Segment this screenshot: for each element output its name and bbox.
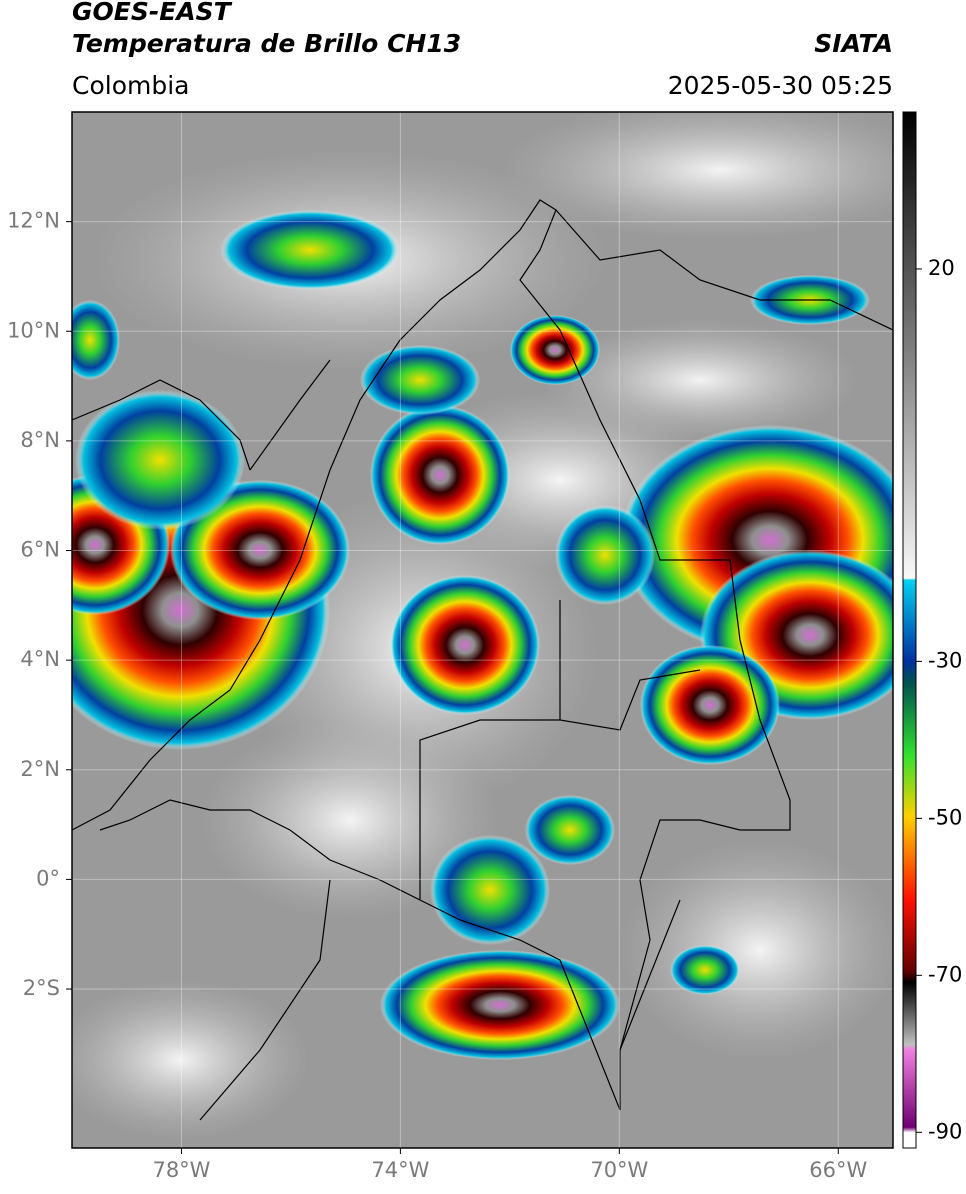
timestamp: 2025-05-30 05:25 xyxy=(668,71,893,100)
colorbar-label: 20 xyxy=(928,256,955,280)
y-tick-label: 10°N xyxy=(7,318,60,342)
y-tick-label: 6°N xyxy=(20,538,60,562)
colorbar-label: -70 xyxy=(928,962,962,986)
x-tick-label: 78°W xyxy=(152,1158,210,1182)
colorbar-label: -50 xyxy=(928,805,962,829)
region: Colombia xyxy=(72,71,189,100)
satellite-image xyxy=(72,112,893,1148)
y-tick-label: 4°N xyxy=(20,647,60,671)
x-tick-label: 70°W xyxy=(590,1158,648,1182)
storms xyxy=(72,210,893,1060)
y-tick-label: 0° xyxy=(36,866,60,890)
y-tick-label: 2°S xyxy=(23,976,60,1000)
x-tick-label: 66°W xyxy=(809,1158,867,1182)
title: GOES-EAST xyxy=(72,0,233,26)
borders xyxy=(72,199,893,1121)
subtitle: Temperatura de Brillo CH13 xyxy=(72,29,461,58)
clouds xyxy=(72,112,893,1140)
map-frame xyxy=(71,111,894,1149)
y-tick-label: 12°N xyxy=(7,209,60,233)
grid xyxy=(72,112,893,1148)
colorbar-label: -30 xyxy=(928,648,962,672)
y-tick-label: 8°N xyxy=(20,428,60,452)
source: SIATA xyxy=(814,29,893,58)
x-tick-label: 74°W xyxy=(371,1158,429,1182)
colorbar xyxy=(902,111,917,1149)
y-tick-label: 2°N xyxy=(20,757,60,781)
colorbar-label: -90 xyxy=(928,1119,962,1143)
